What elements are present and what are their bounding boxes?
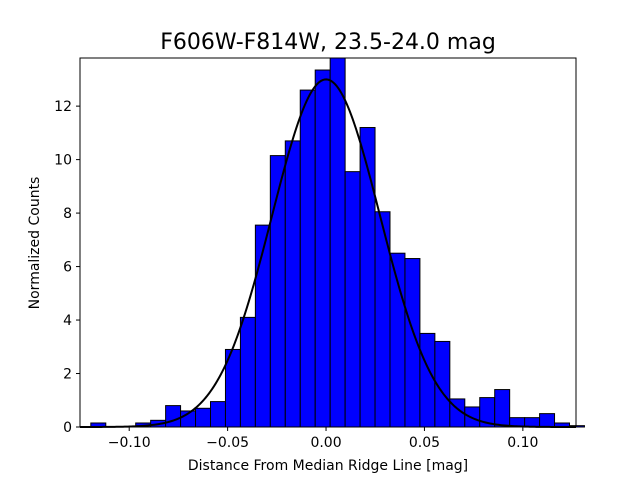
histogram-bar [165,405,182,428]
y-tick-label: 8 [63,206,72,222]
histogram-bar [419,332,436,428]
histogram-bar [359,127,376,428]
histogram-bar [299,89,316,428]
histogram-bar [344,171,361,428]
histogram-bar [329,57,346,428]
histogram-bar [284,140,301,428]
x-tick-label: 0.00 [310,435,341,451]
gaussian-fit-curve [80,78,576,428]
x-tick-label: −0.05 [206,435,249,451]
y-tick-label: 2 [63,367,72,383]
x-axis: −0.10 −0.05 0.00 0.05 0.10 [108,427,538,451]
histogram-bar [209,401,226,428]
y-tick-label: 0 [63,420,72,436]
x-axis-label: Distance From Median Ridge Line [mag] [188,458,468,474]
histogram-bar [539,413,556,428]
y-tick-label: 6 [63,260,72,276]
histogram-bar [524,417,541,428]
y-tick-label: 12 [54,99,72,115]
plot-frame [79,57,577,428]
histogram-bar [239,316,256,428]
histogram-bar [494,389,511,428]
histogram-bar [195,407,211,428]
x-tick-label: 0.05 [409,435,440,451]
x-tick-label: 0.10 [507,435,538,451]
y-axis: 0 2 4 6 8 10 12 [54,99,80,436]
chart-title: F606W-F814W, 23.5-24.0 mag [160,30,496,55]
histogram-bar [314,69,331,428]
y-tick-label: 4 [63,313,72,329]
y-tick-label: 10 [54,153,72,169]
x-tick-label: −0.10 [108,435,151,451]
y-axis-label: Normalized Counts [27,177,43,310]
histogram-bar [254,224,271,428]
